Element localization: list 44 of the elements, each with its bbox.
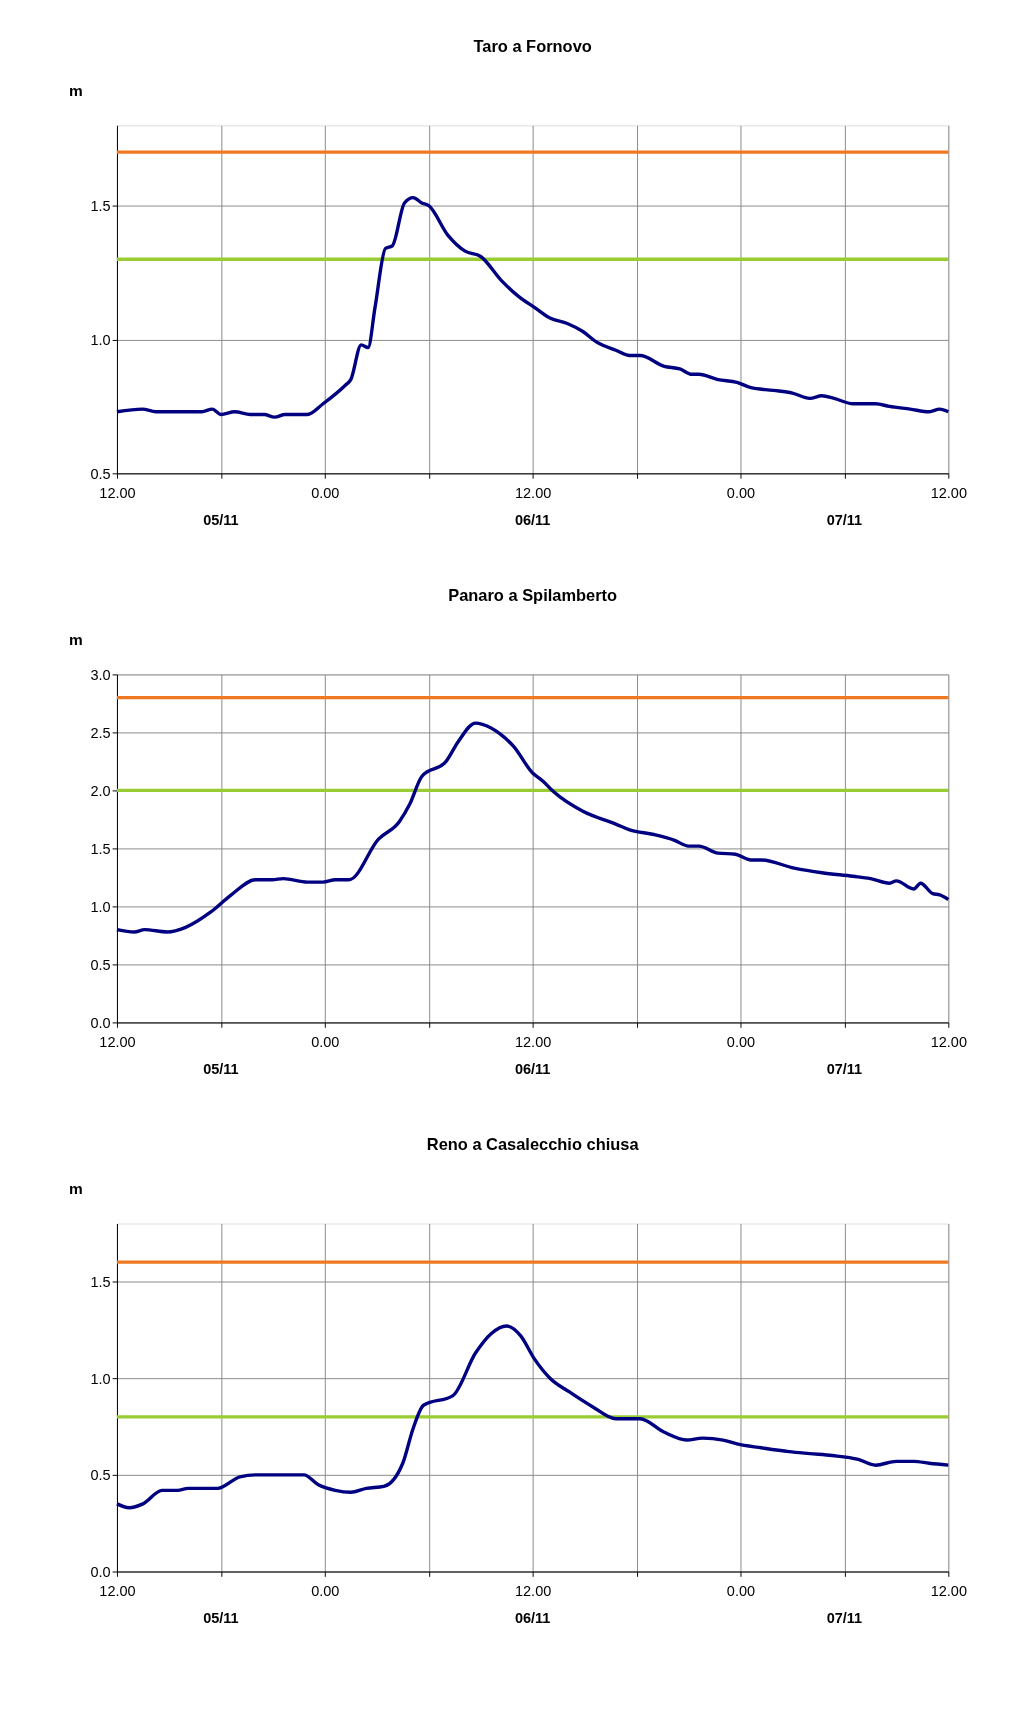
text: 06/11 [514,511,551,528]
text: 07/11 [826,1609,863,1626]
x-tick-label: 12.00 [930,1583,967,1600]
y-tick-label: 2.0 [90,782,111,799]
x-tick-label: 12.00 [99,485,136,502]
chart-title: Panaro a Spilamberto [448,585,618,604]
text: 07/11 [826,1060,863,1077]
y-tick-label: 1.5 [90,197,111,214]
y-tick-label: 1.0 [90,898,111,915]
chart-title: Taro a Fornovo [473,36,592,55]
y-tick-label: 1.0 [90,331,111,348]
y-tick-label: 2.5 [90,724,111,741]
x-tick-label: 0.00 [726,1583,756,1600]
x-tick-label: 0.00 [726,1034,756,1051]
y-tick-label: 1.5 [90,840,111,857]
x-tick-label: 0.00 [311,1034,340,1051]
x-tick-label: 12.00 [514,1034,552,1051]
y-axis-title: m [69,1180,83,1198]
text: 07/11 [826,511,863,528]
y-tick-label: 3.0 [90,666,111,683]
text: 06/11 [514,1609,551,1626]
text: 05/11 [203,511,239,528]
x-tick-label: 12.00 [514,1583,552,1600]
y-axis-title: m [69,81,83,99]
y-tick-label: 1.5 [90,1273,111,1290]
text: 05/11 [203,1060,239,1077]
y-tick-label: 0.0 [90,1563,111,1580]
x-tick-label: 0.00 [726,485,756,502]
y-tick-label: 0.5 [90,956,111,973]
y-tick-label: 1.0 [90,1370,111,1387]
y-axis-title: m [69,630,83,648]
text: 06/11 [514,1060,551,1077]
x-tick-label: 0.00 [311,1583,340,1600]
y-tick-label: 0.5 [90,465,111,482]
x-tick-label: 12.00 [99,1583,136,1600]
x-tick-label: 12.00 [514,485,552,502]
x-tick-label: 12.00 [930,1034,967,1051]
y-tick-label: 0.0 [90,1014,111,1031]
chart-title: Reno a Casalecchio chiusa [426,1135,640,1154]
x-tick-label: 12.00 [99,1034,136,1051]
y-tick-label: 0.5 [90,1467,111,1484]
x-tick-label: 0.00 [311,485,340,502]
text: 05/11 [203,1609,239,1626]
x-tick-label: 12.00 [930,485,967,502]
